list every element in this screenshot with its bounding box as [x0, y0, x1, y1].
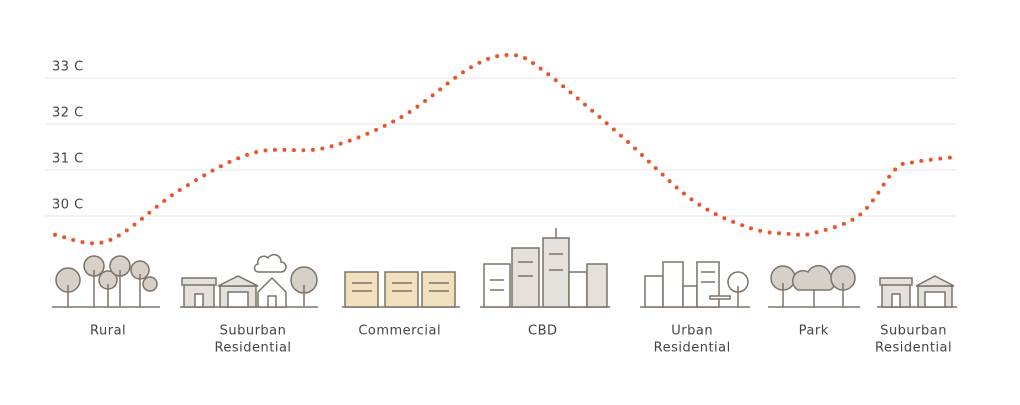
y-tick-label: 30 C — [52, 198, 84, 213]
zone-label: Residential — [875, 341, 952, 356]
park-icon — [768, 264, 860, 308]
zone-label: Rural — [90, 324, 126, 339]
suburban-icon-2 — [877, 275, 957, 308]
zone-label: Residential — [214, 341, 291, 356]
commercial-icon — [342, 271, 460, 308]
y-tick-label: 31 C — [52, 152, 84, 167]
y-tick-label: 32 C — [52, 106, 84, 121]
zone-label: CBD — [528, 324, 558, 339]
y-tick-label: 33 C — [52, 60, 84, 75]
zone-label: Park — [799, 324, 829, 339]
urban-residential-icon — [640, 261, 750, 308]
zone-label: Urban — [671, 324, 713, 339]
temperature-line — [53, 52, 957, 246]
zone-label: Suburban — [880, 324, 947, 339]
suburban-icon — [180, 253, 318, 308]
zone-label: Residential — [654, 341, 731, 356]
zone-label: Commercial — [358, 324, 441, 339]
zone-label: Suburban — [220, 324, 287, 339]
cbd-icon — [480, 228, 610, 308]
zone-icons — [52, 228, 957, 308]
rural-icon — [52, 255, 160, 308]
